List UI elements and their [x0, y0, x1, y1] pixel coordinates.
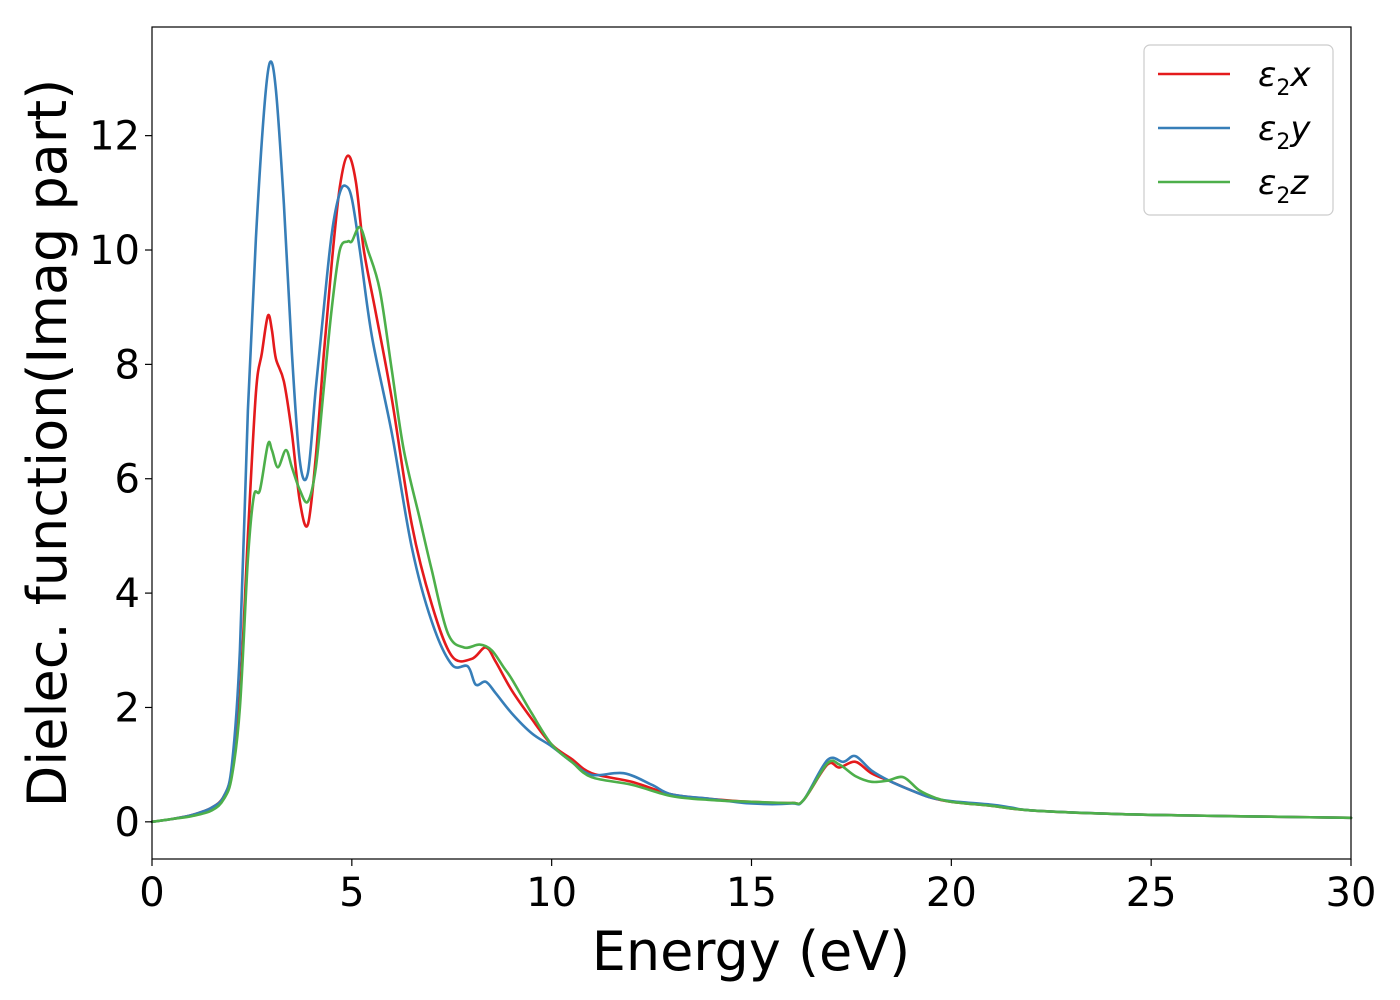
x-axis-ticks: 0 5 10 15 20 25 30	[139, 859, 1376, 916]
y-tick-label: 4	[115, 571, 140, 617]
x-tick-label: 10	[526, 870, 577, 916]
x-tick-label: 5	[339, 870, 364, 916]
x-tick-label: 15	[726, 870, 777, 916]
series-line-x	[150, 154, 1353, 824]
y-axis-label: Dielec. function(Imag part)	[16, 79, 79, 808]
x-tick-label: 30	[1326, 870, 1377, 916]
x-tick-label: 0	[139, 870, 164, 916]
y-tick-label: 8	[115, 342, 140, 388]
y-tick-label: 2	[115, 685, 140, 731]
legend-box	[1143, 44, 1334, 216]
y-axis-ticks: 0 2 4 6 8 10 12	[89, 114, 152, 846]
y-tick-label: 10	[89, 228, 140, 274]
legend: ε2x ε2y ε2z	[1143, 44, 1334, 216]
x-axis-label: Energy (eV)	[592, 920, 911, 983]
x-tick-label: 20	[926, 870, 977, 916]
legend-label-y: ε2y	[1258, 109, 1311, 155]
y-tick-label: 12	[89, 114, 140, 160]
series-layer	[150, 60, 1353, 824]
y-tick-label: 0	[115, 800, 140, 846]
series-line-y	[150, 60, 1353, 824]
legend-label-z: ε2z	[1258, 163, 1309, 209]
y-tick-label: 6	[115, 457, 140, 503]
legend-items: ε2x ε2y ε2z	[1158, 55, 1311, 209]
legend-label-x: ε2x	[1258, 55, 1311, 101]
x-tick-label: 25	[1126, 870, 1177, 916]
series-line-z	[150, 225, 1353, 824]
